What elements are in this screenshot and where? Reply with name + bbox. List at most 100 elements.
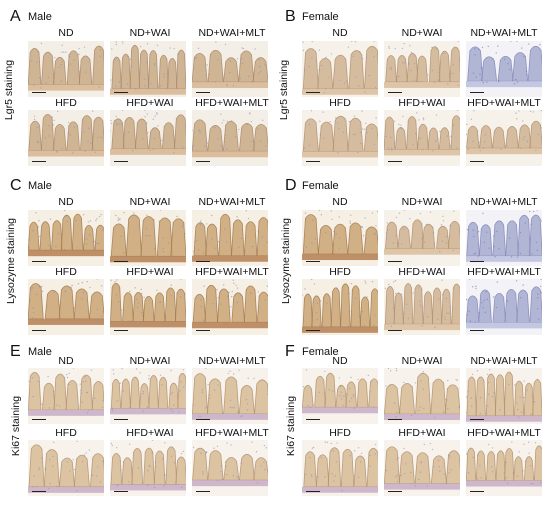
histology-image <box>110 368 186 424</box>
histology-image <box>192 210 268 266</box>
scale-bar <box>388 161 402 162</box>
scale-bar <box>114 419 128 420</box>
panel-letter: E <box>10 343 21 360</box>
tissue-texture <box>466 41 542 88</box>
group-label: HFD+WAI+MLT <box>467 266 541 278</box>
group-label: ND <box>332 196 348 208</box>
histology-image <box>192 279 268 335</box>
tissue-texture <box>28 110 104 157</box>
histology-image <box>28 368 104 424</box>
scale-bar <box>388 491 402 492</box>
group-label: HFD <box>329 427 351 439</box>
tissue-texture <box>384 279 460 331</box>
tissue-texture <box>384 110 460 156</box>
histology-image <box>466 440 542 496</box>
panel-letter: D <box>285 177 297 194</box>
scale-bar <box>306 161 320 162</box>
panel-sex: Female <box>302 180 339 192</box>
histology-image <box>192 440 268 496</box>
group-label: HFD+WAI <box>398 97 446 109</box>
tissue-texture <box>192 368 268 420</box>
panel-sex: Male <box>28 11 52 23</box>
panel-letter: B <box>285 8 296 25</box>
group-label: ND+WAI <box>401 27 443 39</box>
group-label: ND+WAI+MLT <box>198 355 266 367</box>
histology-image <box>192 368 268 424</box>
group-label: ND <box>58 27 74 39</box>
group-label: HFD <box>329 97 351 109</box>
scale-bar <box>32 261 46 262</box>
scale-bar <box>114 491 128 492</box>
scale-bar <box>196 330 210 331</box>
group-label: HFD+WAI <box>398 427 446 439</box>
group-label: ND <box>332 27 348 39</box>
scale-bar <box>114 330 128 331</box>
scale-bar <box>32 161 46 162</box>
group-label: ND+WAI+MLT <box>470 355 538 367</box>
stain-label: Lgr5 staining <box>278 59 291 121</box>
scale-bar <box>114 261 128 262</box>
stain-label: Lysozyme staining <box>4 218 17 304</box>
histology-image <box>384 279 460 335</box>
group-label: ND+WAI <box>129 196 171 208</box>
group-label: HFD <box>55 97 77 109</box>
group-label: ND+WAI+MLT <box>470 27 538 39</box>
group-label: HFD <box>55 266 77 278</box>
stain-label: Ki67 staining <box>10 395 23 457</box>
scale-bar <box>306 330 320 331</box>
tissue-texture <box>466 210 542 262</box>
group-label: HFD+WAI+MLT <box>467 97 541 109</box>
scale-bar <box>306 261 320 262</box>
scale-bar <box>470 330 484 331</box>
tissue-texture <box>28 42 104 91</box>
histology-image <box>384 41 460 97</box>
tissue-texture <box>302 110 378 158</box>
histology-image <box>384 368 460 424</box>
histology-image <box>466 110 542 166</box>
tissue-texture <box>28 210 104 257</box>
tissue-texture <box>384 368 460 421</box>
histology-image <box>110 279 186 335</box>
group-label: HFD+WAI+MLT <box>467 427 541 439</box>
tissue-texture <box>466 368 542 422</box>
scale-bar <box>388 330 402 331</box>
group-label: ND+WAI+MLT <box>470 196 538 208</box>
stain-label: Lysozyme staining <box>279 218 292 304</box>
scale-bar <box>306 491 320 492</box>
group-label: HFD+WAI+MLT <box>195 427 269 439</box>
tissue-texture <box>192 210 268 262</box>
tissue-texture <box>384 442 460 490</box>
scale-bar <box>470 92 484 93</box>
group-label: ND+WAI+MLT <box>198 196 266 208</box>
stain-label: Lgr5 staining <box>3 59 16 121</box>
scale-bar <box>306 92 320 93</box>
scale-bar <box>470 261 484 262</box>
scale-bar <box>32 92 46 93</box>
group-label: HFD+WAI <box>398 266 446 278</box>
scale-bar <box>470 161 484 162</box>
group-label: ND+WAI+MLT <box>198 27 266 39</box>
scale-bar <box>196 92 210 93</box>
panel-letter: F <box>285 343 295 360</box>
histology-image <box>302 210 378 266</box>
histology-image <box>384 210 460 266</box>
tissue-texture <box>192 112 268 158</box>
group-label: ND+WAI <box>129 27 171 39</box>
group-label: HFD <box>55 427 77 439</box>
histology-image <box>110 41 186 97</box>
panel-sex: Male <box>28 180 52 192</box>
histology-image <box>384 440 460 496</box>
panel-letter: C <box>10 177 22 194</box>
scale-bar <box>470 491 484 492</box>
panel-sex: Female <box>302 346 339 358</box>
tissue-texture <box>192 41 268 89</box>
histology-image <box>302 440 378 496</box>
histology-image <box>110 440 186 496</box>
tissue-texture <box>302 279 378 333</box>
histology-image <box>28 210 104 266</box>
scale-bar <box>388 261 402 262</box>
histology-image <box>192 41 268 97</box>
tissue-texture <box>302 41 378 95</box>
scale-bar <box>32 330 46 331</box>
scale-bar <box>196 491 210 492</box>
